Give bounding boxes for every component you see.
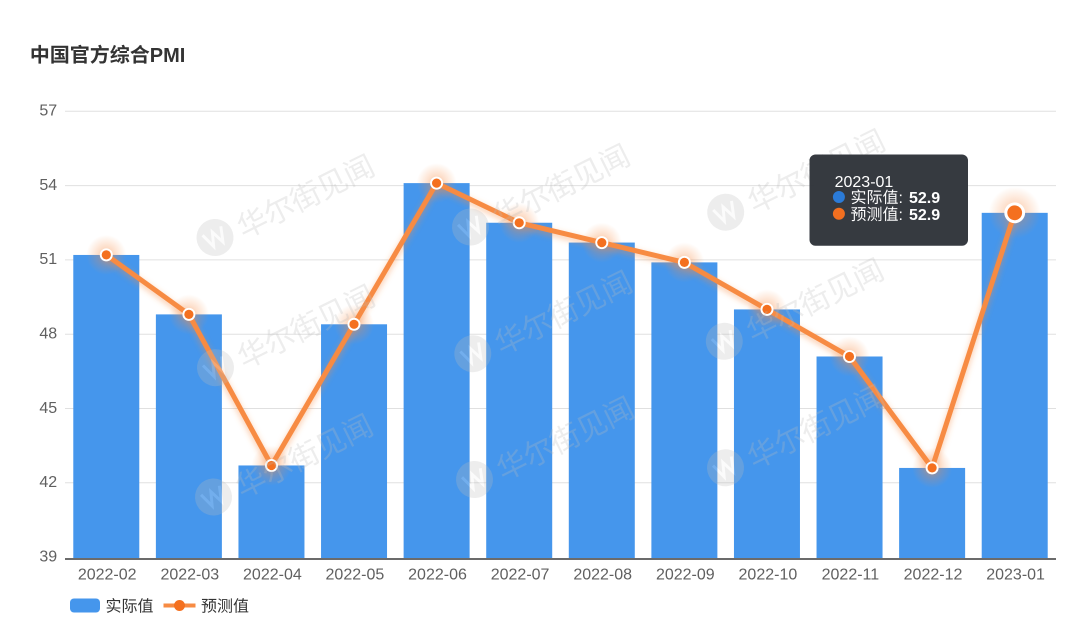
svg-text:2022-03: 2022-03 <box>160 566 219 583</box>
svg-text:2022-12: 2022-12 <box>904 566 963 583</box>
svg-text:51: 51 <box>39 251 57 268</box>
svg-text:39: 39 <box>39 548 57 565</box>
svg-text:2022-09: 2022-09 <box>656 566 715 583</box>
svg-text:45: 45 <box>39 400 57 417</box>
svg-text:2022-05: 2022-05 <box>326 566 385 583</box>
svg-text:52.9: 52.9 <box>909 190 940 207</box>
svg-text:2022-04: 2022-04 <box>243 566 302 583</box>
svg-text:2022-02: 2022-02 <box>78 566 137 583</box>
svg-text:PMI: PMI <box>150 45 186 67</box>
svg-text::: : <box>899 190 903 207</box>
svg-text:2023-01: 2023-01 <box>835 174 894 191</box>
svg-text:2022-08: 2022-08 <box>573 566 632 583</box>
svg-text:2022-11: 2022-11 <box>822 566 880 583</box>
svg-text:48: 48 <box>39 326 57 343</box>
svg-text:2022-07: 2022-07 <box>491 566 550 583</box>
svg-text:2022-10: 2022-10 <box>739 566 798 583</box>
svg-text:42: 42 <box>39 474 57 491</box>
svg-text:2023-01: 2023-01 <box>986 566 1045 583</box>
svg-text:54: 54 <box>39 177 57 194</box>
svg-text:52.9: 52.9 <box>909 207 940 224</box>
svg-text::: : <box>899 207 903 224</box>
svg-text:57: 57 <box>39 103 57 120</box>
svg-text:2022-06: 2022-06 <box>408 566 467 583</box>
